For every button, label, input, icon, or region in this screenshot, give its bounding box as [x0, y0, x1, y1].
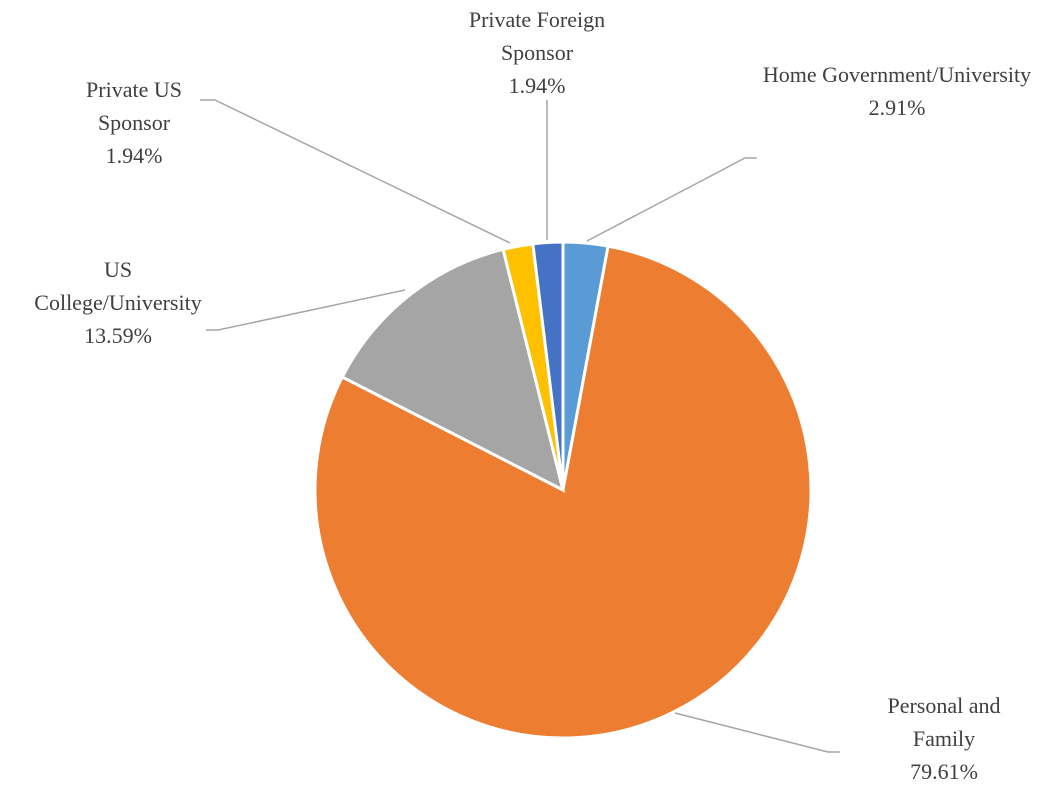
value-label: 1.94%: [508, 73, 566, 98]
leader-line: [200, 99, 511, 244]
data-label: Home Government/University 2.91%: [757, 58, 1037, 124]
category-label: Personal and Family: [887, 693, 1001, 751]
leader-line: [674, 712, 840, 753]
data-label: US College/University 13.59%: [21, 253, 216, 352]
category-label: US College/University: [34, 257, 202, 315]
value-label: 13.59%: [84, 323, 152, 348]
value-label: 2.91%: [868, 95, 926, 120]
data-label: Private Foreign Sponsor 1.94%: [447, 3, 627, 102]
category-label: Home Government/University: [762, 62, 1032, 87]
leader-line: [206, 289, 406, 331]
data-label: Personal and Family 79.61%: [869, 689, 1019, 788]
category-label: Private US Sponsor: [86, 77, 182, 135]
data-label: Private US Sponsor 1.94%: [64, 73, 204, 172]
pie-slice: [531, 240, 565, 491]
category-label: Private Foreign Sponsor: [468, 7, 606, 65]
pie-slice: [340, 247, 566, 493]
value-label: 1.94%: [105, 143, 163, 168]
leader-line: [586, 157, 757, 242]
value-label: 79.61%: [910, 759, 978, 784]
pie-slice: [313, 244, 813, 740]
